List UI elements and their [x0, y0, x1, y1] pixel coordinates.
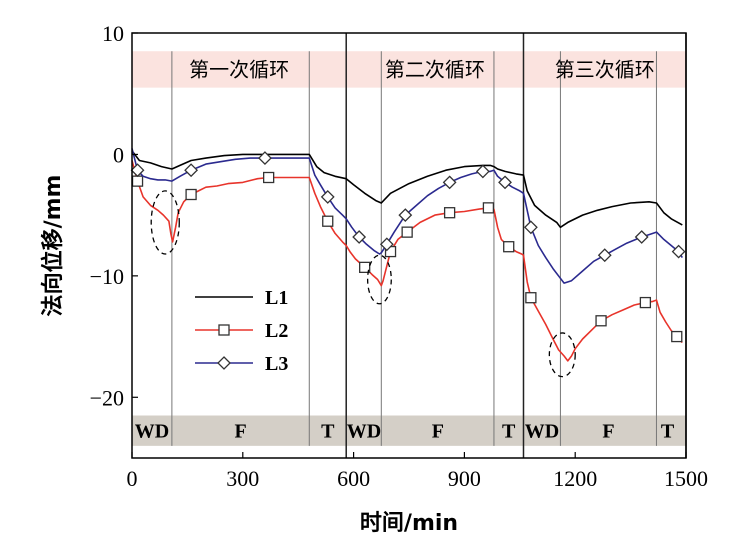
- series-point-L2: [359, 261, 371, 274]
- series-point-L2: [263, 171, 275, 184]
- highlight-ellipse: [366, 254, 392, 305]
- series-point-L3: [352, 230, 367, 244]
- y-tick-label: 10: [102, 21, 124, 46]
- bands-layer: [132, 51, 686, 446]
- legend-label: L1: [265, 287, 288, 309]
- series-layer: [130, 148, 686, 362]
- series-point-L3: [258, 151, 272, 165]
- phase-label: WD: [347, 421, 381, 443]
- series-point-L3: [498, 175, 512, 190]
- phase-label: F: [602, 421, 614, 443]
- series-point-L3: [671, 244, 686, 259]
- phase-label: T: [321, 421, 335, 443]
- highlight-ellipse: [548, 332, 576, 378]
- series-point-L3: [523, 220, 538, 235]
- series-point-L3: [475, 164, 490, 179]
- series-point-L2: [671, 330, 683, 343]
- y-tick-label: −10: [90, 264, 124, 289]
- series-point-L3: [597, 248, 612, 263]
- phase-label: T: [661, 421, 675, 443]
- legend-label: L3: [265, 353, 288, 375]
- series-point-L2: [131, 175, 144, 187]
- series-point-L3: [398, 208, 413, 223]
- cycle-label: 第三次循环: [555, 57, 655, 81]
- series-line-L3: [131, 148, 683, 284]
- cycle-label: 第一次循环: [189, 57, 289, 81]
- series-L3: [130, 148, 686, 284]
- legend-item-L1: L1: [195, 287, 288, 309]
- series-point-L2: [503, 241, 515, 253]
- legend-label: L2: [265, 320, 288, 342]
- highlight-ellipse: [150, 190, 180, 255]
- legend: L1 L2 L3: [195, 287, 288, 375]
- phase-label: F: [432, 421, 444, 443]
- y-tick-label: 0: [113, 142, 124, 167]
- series-point-L2: [443, 207, 456, 219]
- cycle-label: 第二次循环: [385, 57, 485, 81]
- phase-label: F: [234, 421, 246, 443]
- x-tick-label: 300: [226, 466, 259, 491]
- phase-label: T: [502, 421, 516, 443]
- plot-frame: [131, 32, 687, 459]
- legend-item-L2: L2: [195, 320, 288, 342]
- series-point-L3: [320, 190, 335, 204]
- series-L2: [131, 160, 683, 362]
- ticks-layer: 0 300 600 900 1200 1500 10 0 −10 −20: [90, 21, 708, 491]
- x-tick-label: 0: [127, 466, 138, 491]
- legend-item-L3: L3: [195, 353, 288, 375]
- series-point-L2: [322, 215, 334, 227]
- legend-marker: [217, 356, 231, 370]
- x-tick-label: 1500: [664, 466, 708, 491]
- annotations-layer: [150, 190, 576, 378]
- series-point-L2: [482, 202, 495, 214]
- x-tick-label: 900: [448, 466, 481, 491]
- x-tick-label: 1200: [553, 466, 597, 491]
- phase-lines-layer: [171, 33, 687, 458]
- y-tick-label: −20: [90, 385, 124, 410]
- series-point-L2: [401, 226, 413, 238]
- phase-label: WD: [135, 421, 169, 443]
- series-point-L3: [634, 230, 649, 244]
- series-point-L3: [442, 175, 457, 190]
- series-L1: [131, 150, 683, 229]
- legend-marker: [218, 324, 230, 336]
- series-point-L2: [525, 292, 537, 304]
- cycle-band: [132, 51, 686, 88]
- x-tick-label: 600: [337, 466, 370, 491]
- y-axis-label: 法向位移/mm: [40, 175, 66, 317]
- series-point-L2: [185, 188, 197, 201]
- series-point-L2: [595, 315, 607, 327]
- series-point-L3: [379, 237, 394, 252]
- series-line-L1: [131, 150, 683, 229]
- series-point-L2: [639, 296, 652, 309]
- series-point-L3: [130, 163, 145, 178]
- x-axis-label: 时间/min: [360, 511, 458, 536]
- series-point-L3: [184, 163, 199, 178]
- labels-layer: 第一次循环 第二次循环 第三次循环 WD F T WD F T WD F T: [135, 57, 675, 442]
- phase-label: WD: [525, 421, 559, 443]
- series-line-L2: [131, 160, 683, 362]
- phase-band: [132, 415, 686, 446]
